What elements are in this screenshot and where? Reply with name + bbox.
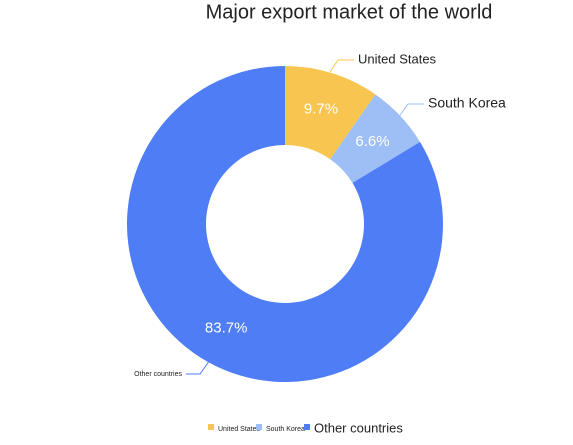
legend-label: Other countries (314, 420, 403, 435)
value-label: 6.6% (355, 133, 389, 150)
chart-title: Major export market of the world (206, 1, 493, 23)
leader-line (329, 59, 354, 73)
slice-label: South Korea (428, 95, 506, 111)
slice-label: Other countries (134, 371, 182, 378)
leader-line (397, 103, 424, 119)
value-label: 9.7% (304, 100, 338, 117)
legend-swatch (208, 424, 214, 430)
legend-label: United States (218, 426, 261, 433)
legend-label: South Korea (266, 426, 305, 433)
value-label: 83.7% (205, 320, 248, 337)
slice-label: United States (358, 51, 437, 66)
donut-slice (285, 66, 376, 160)
legend-swatch (304, 424, 310, 430)
legend-swatch (256, 424, 262, 430)
donut-slice (126, 66, 444, 382)
donut-slice (330, 94, 420, 183)
leader-line (186, 359, 211, 375)
